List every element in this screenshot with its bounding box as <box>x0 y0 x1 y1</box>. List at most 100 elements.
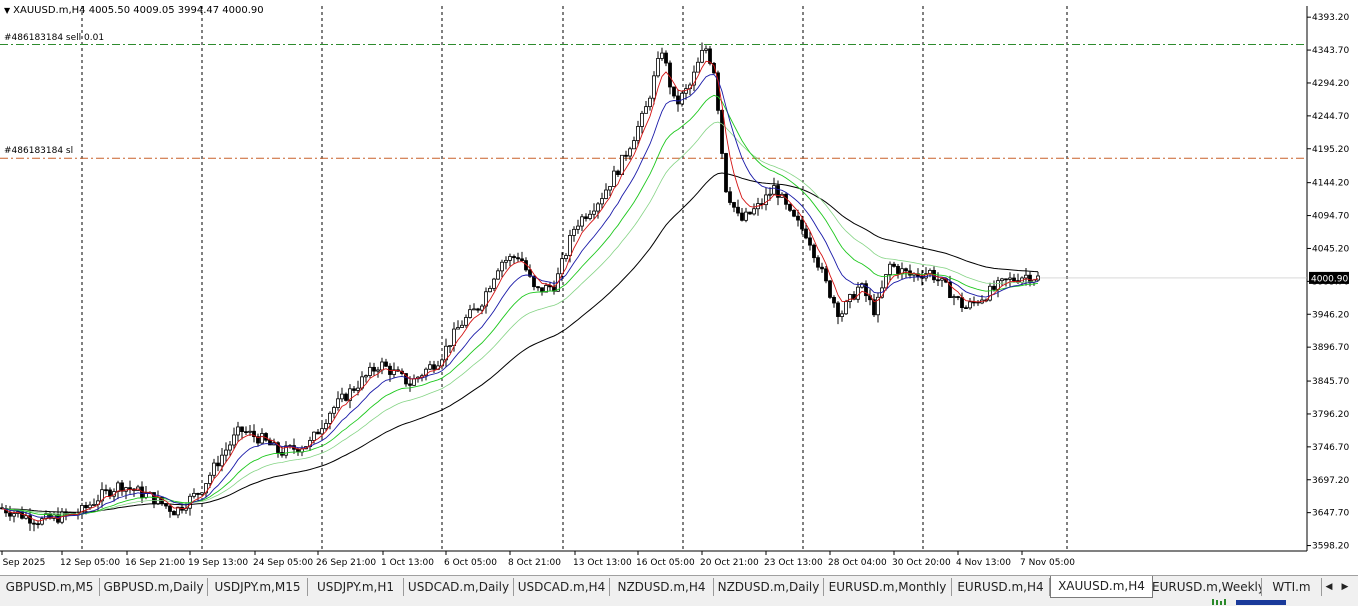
candle <box>172 510 176 516</box>
candle <box>232 427 236 450</box>
candle <box>424 367 428 381</box>
candle <box>328 411 332 430</box>
candle <box>36 520 40 529</box>
candle <box>996 276 1000 298</box>
order-sell-label[interactable]: #486183184 sell 0.01 <box>4 32 105 43</box>
current-price-box <box>1309 271 1349 284</box>
candle <box>320 422 324 441</box>
candle <box>616 169 620 177</box>
order-sl-label[interactable]: #486183184 sl <box>4 146 74 157</box>
candle <box>840 310 844 322</box>
candle <box>168 503 172 518</box>
chart-tab-gbpusd-m-daily[interactable]: GBPUSD.m,Daily <box>100 578 208 596</box>
candle <box>620 154 624 175</box>
candle <box>292 438 296 454</box>
chart-tab-nzdusd-m-daily[interactable]: NZDUSD.m,Daily <box>714 578 824 596</box>
price-tick-label: 3697.20 <box>1312 476 1349 486</box>
chart-tab-eurusd-m-monthly[interactable]: EURUSD.m,Monthly <box>824 578 952 596</box>
candle <box>456 320 460 330</box>
candle <box>496 268 500 280</box>
candle <box>80 502 84 518</box>
candle <box>792 209 796 218</box>
candle <box>92 498 96 507</box>
candle <box>644 101 648 114</box>
candle <box>236 421 240 442</box>
candle <box>592 203 596 220</box>
candle <box>900 262 904 280</box>
candle <box>760 198 764 210</box>
candle <box>832 295 836 308</box>
chart-tab-gbpusd-m-m5[interactable]: GBPUSD.m,M5 <box>0 578 100 596</box>
candle <box>428 360 432 370</box>
ma-fast-line <box>1 60 1039 522</box>
candle <box>800 215 804 235</box>
candle <box>520 251 524 262</box>
price-tick-label: 4144.20 <box>1312 179 1349 189</box>
candle <box>752 203 756 216</box>
candle <box>460 320 464 329</box>
candle <box>580 214 584 232</box>
time-tick-label: 26 Sep 21:00 <box>316 558 376 568</box>
candle <box>672 86 676 99</box>
candle <box>120 480 124 496</box>
candle <box>344 392 348 402</box>
candle <box>576 219 580 234</box>
candle <box>784 192 788 210</box>
candle <box>692 65 696 91</box>
price-tick-label: 3946.20 <box>1312 310 1349 320</box>
candle <box>276 441 280 458</box>
candle <box>376 366 380 378</box>
candle <box>1036 271 1040 282</box>
candle <box>244 426 248 436</box>
chart-tab-eurusd-m-weekly[interactable]: EURUSD.m,Weekly <box>1152 578 1262 596</box>
chart-tab-usdcad-m-daily[interactable]: USDCAD.m,Daily <box>404 578 514 596</box>
tab-scroll-right-icon[interactable]: ▶ <box>1341 582 1349 592</box>
candle <box>1008 272 1012 287</box>
candle <box>64 508 68 521</box>
chart-window[interactable]: 4393.20 4343.70 4294.20 4244.70 4195.20 4144.… <box>0 0 1358 575</box>
candle <box>888 261 892 282</box>
candle <box>416 375 420 383</box>
candle <box>116 480 120 500</box>
chart-tab-usdjpy-m-m15[interactable]: USDJPY.m,M15 <box>208 578 308 596</box>
chart-tab-xauusd-m-h4[interactable]: XAUUSD.m,H4 <box>1050 576 1153 598</box>
collapse-arrow-icon[interactable]: ▼ <box>4 6 11 15</box>
candle <box>100 482 104 508</box>
candle <box>732 201 736 213</box>
chart-tab-eurusd-m-h4[interactable]: EURUSD.m,H4 <box>952 578 1050 596</box>
chart-tab-nzdusd-m-h4[interactable]: NZDUSD.m,H4 <box>610 578 714 596</box>
tab-scroll-left-icon[interactable]: ◀ <box>1325 582 1333 592</box>
chart-tab-wti-m[interactable]: WTI.m <box>1262 578 1322 596</box>
price-tick-label: 3796.20 <box>1312 410 1349 420</box>
candle <box>468 304 472 319</box>
candle <box>536 286 540 291</box>
candle <box>352 385 356 394</box>
candle <box>988 282 992 302</box>
candle <box>372 362 376 376</box>
candle <box>964 305 968 310</box>
candle <box>796 209 800 227</box>
candle <box>32 519 36 532</box>
time-tick-label: 24 Sep 05:00 <box>253 558 313 568</box>
chart-tab-usdcad-m-h4[interactable]: USDCAD.m,H4 <box>514 578 610 596</box>
candle <box>656 51 660 78</box>
candles <box>0 42 1040 532</box>
chart-tab-usdjpy-m-h1[interactable]: USDJPY.m,H1 <box>308 578 404 596</box>
time-tick-label: 16 Sep 21:00 <box>125 558 185 568</box>
candle <box>464 314 468 328</box>
price-chart[interactable]: 4393.20 4343.70 4294.20 4244.70 4195.20 4144.… <box>0 0 1358 575</box>
candle <box>364 374 368 383</box>
candle <box>8 505 12 521</box>
candle <box>748 211 752 215</box>
candle <box>860 282 864 289</box>
time-tick-label: 9 Sep 2025 <box>0 558 45 568</box>
candle <box>40 516 44 526</box>
candle <box>548 281 552 292</box>
price-tick-label: 3746.70 <box>1312 443 1349 453</box>
candle <box>600 192 604 209</box>
candle <box>724 152 728 194</box>
chart-tab-bar: GBPUSD.m,M5 GBPUSD.m,Daily USDJPY.m,M15 USD… <box>0 575 1358 606</box>
chart-symbol: XAUUSD.m,H4 <box>13 5 86 16</box>
candle <box>664 50 668 67</box>
time-tick-label: 16 Oct 05:00 <box>636 558 695 568</box>
